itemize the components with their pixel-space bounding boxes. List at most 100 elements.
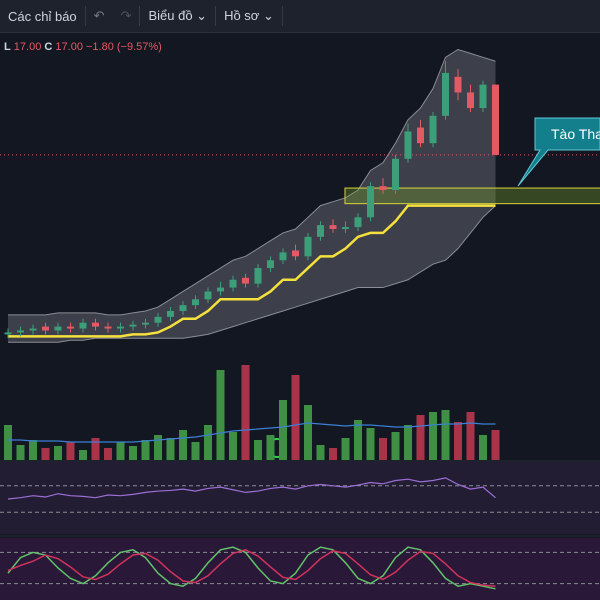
candle-body bbox=[392, 158, 399, 190]
volume-bar bbox=[354, 420, 362, 460]
candle-body bbox=[292, 250, 299, 257]
volume-bar bbox=[416, 415, 425, 460]
volume-bar bbox=[454, 422, 462, 460]
volume-bar bbox=[291, 375, 300, 460]
candle-body bbox=[104, 326, 112, 329]
candle-body bbox=[454, 76, 462, 93]
volume-bar bbox=[116, 442, 125, 460]
volume-bar bbox=[79, 450, 87, 460]
volume-bar bbox=[479, 435, 487, 460]
volume-bar bbox=[279, 400, 287, 460]
volume-bar bbox=[154, 435, 162, 460]
profile-menu-label: Hồ sơ bbox=[224, 8, 260, 23]
volume-bar bbox=[341, 438, 350, 460]
undo-button[interactable]: ↶ bbox=[93, 8, 105, 23]
stoch-line bbox=[7, 548, 496, 587]
highlight-zone bbox=[344, 187, 600, 205]
candle-body bbox=[17, 330, 24, 333]
separator bbox=[281, 6, 283, 26]
volume-bar bbox=[129, 446, 137, 460]
separator bbox=[84, 6, 86, 26]
callout bbox=[517, 117, 600, 187]
candle-body bbox=[242, 277, 249, 284]
upper-band bbox=[8, 48, 496, 316]
volume-bar bbox=[179, 430, 187, 460]
candle-body bbox=[254, 268, 262, 284]
candle-body bbox=[154, 316, 162, 323]
legend-key: L bbox=[4, 41, 11, 53]
toolbar: Các chỉ báo ↶ ↷ Biểu đồ ⌄ Hồ sơ ⌄ bbox=[0, 0, 600, 33]
rsi-line bbox=[7, 477, 496, 500]
legend-value: 17.00 bbox=[13, 41, 42, 53]
candle-body bbox=[29, 328, 37, 331]
volume-bar bbox=[366, 428, 375, 460]
ohlc-legend: L 17.00 C 17.00 −1.80 (−9.57%) bbox=[4, 41, 162, 53]
chart-menu[interactable]: Biểu đồ ⌄ bbox=[148, 8, 208, 23]
candle-body bbox=[179, 305, 187, 311]
legend-change: −1.80 (−9.57%) bbox=[86, 41, 162, 53]
profile-menu[interactable]: Hồ sơ ⌄ bbox=[224, 8, 274, 23]
separator bbox=[215, 6, 217, 26]
volume-bar bbox=[16, 445, 25, 460]
volume-bar bbox=[229, 432, 237, 460]
candle-body bbox=[329, 225, 337, 230]
volume-average bbox=[8, 422, 496, 443]
volume-bar bbox=[441, 410, 450, 460]
candle-body bbox=[167, 310, 174, 317]
volume-bar bbox=[379, 438, 387, 460]
candle-body bbox=[279, 252, 287, 261]
candle-body bbox=[417, 127, 424, 144]
candle-body bbox=[217, 287, 224, 292]
candle-body bbox=[492, 84, 499, 155]
volume-bar bbox=[166, 438, 175, 460]
candle-body bbox=[229, 279, 237, 288]
volume-bar bbox=[254, 440, 262, 460]
candle-body bbox=[354, 217, 362, 228]
candle-body bbox=[42, 326, 49, 331]
volume-bar bbox=[91, 438, 100, 460]
volume-bar bbox=[266, 435, 275, 460]
volume-bar bbox=[66, 442, 75, 460]
candle-body bbox=[429, 115, 437, 144]
volume-bar bbox=[304, 405, 312, 460]
volume-bar bbox=[316, 445, 325, 460]
volume-bar bbox=[204, 425, 212, 460]
candle-body bbox=[304, 236, 312, 257]
candle-body bbox=[54, 326, 62, 331]
volume-bar bbox=[141, 440, 150, 460]
stoch-line bbox=[7, 546, 496, 590]
volume-bar bbox=[491, 430, 500, 460]
volume-bar bbox=[54, 446, 62, 460]
candle-body bbox=[342, 227, 349, 230]
candle-body bbox=[142, 322, 149, 325]
chart-menu-label: Biểu đồ bbox=[148, 8, 193, 23]
candle-body bbox=[92, 322, 99, 327]
candle-body bbox=[79, 322, 87, 329]
trend-line bbox=[8, 204, 496, 338]
volume-bar bbox=[466, 412, 475, 460]
lower-band bbox=[8, 205, 496, 343]
candle-body bbox=[404, 131, 412, 159]
candle-body bbox=[267, 260, 274, 269]
candle-body bbox=[317, 225, 324, 237]
candle-body bbox=[479, 84, 487, 109]
callout-text: Tào Tha bbox=[551, 126, 600, 142]
volume-bar bbox=[329, 448, 337, 460]
volume-bar bbox=[104, 448, 112, 460]
volume-bar bbox=[391, 432, 400, 460]
candle-body bbox=[442, 72, 449, 116]
volume-bar bbox=[41, 448, 50, 460]
candle-body bbox=[467, 92, 474, 109]
candle-body bbox=[367, 186, 374, 218]
legend-key: C bbox=[44, 41, 53, 53]
volume-bar bbox=[404, 425, 412, 460]
volume-bar bbox=[29, 440, 37, 460]
volume-bar bbox=[4, 425, 12, 460]
volume-bar bbox=[241, 365, 250, 460]
legend-value: 17.00 bbox=[55, 41, 83, 53]
candle-body bbox=[204, 291, 212, 300]
stoch-panel bbox=[0, 538, 600, 600]
redo-button[interactable]: ↷ bbox=[120, 8, 132, 23]
indicators-button[interactable]: Các chỉ báo bbox=[8, 8, 77, 24]
rsi-panel bbox=[0, 462, 600, 534]
